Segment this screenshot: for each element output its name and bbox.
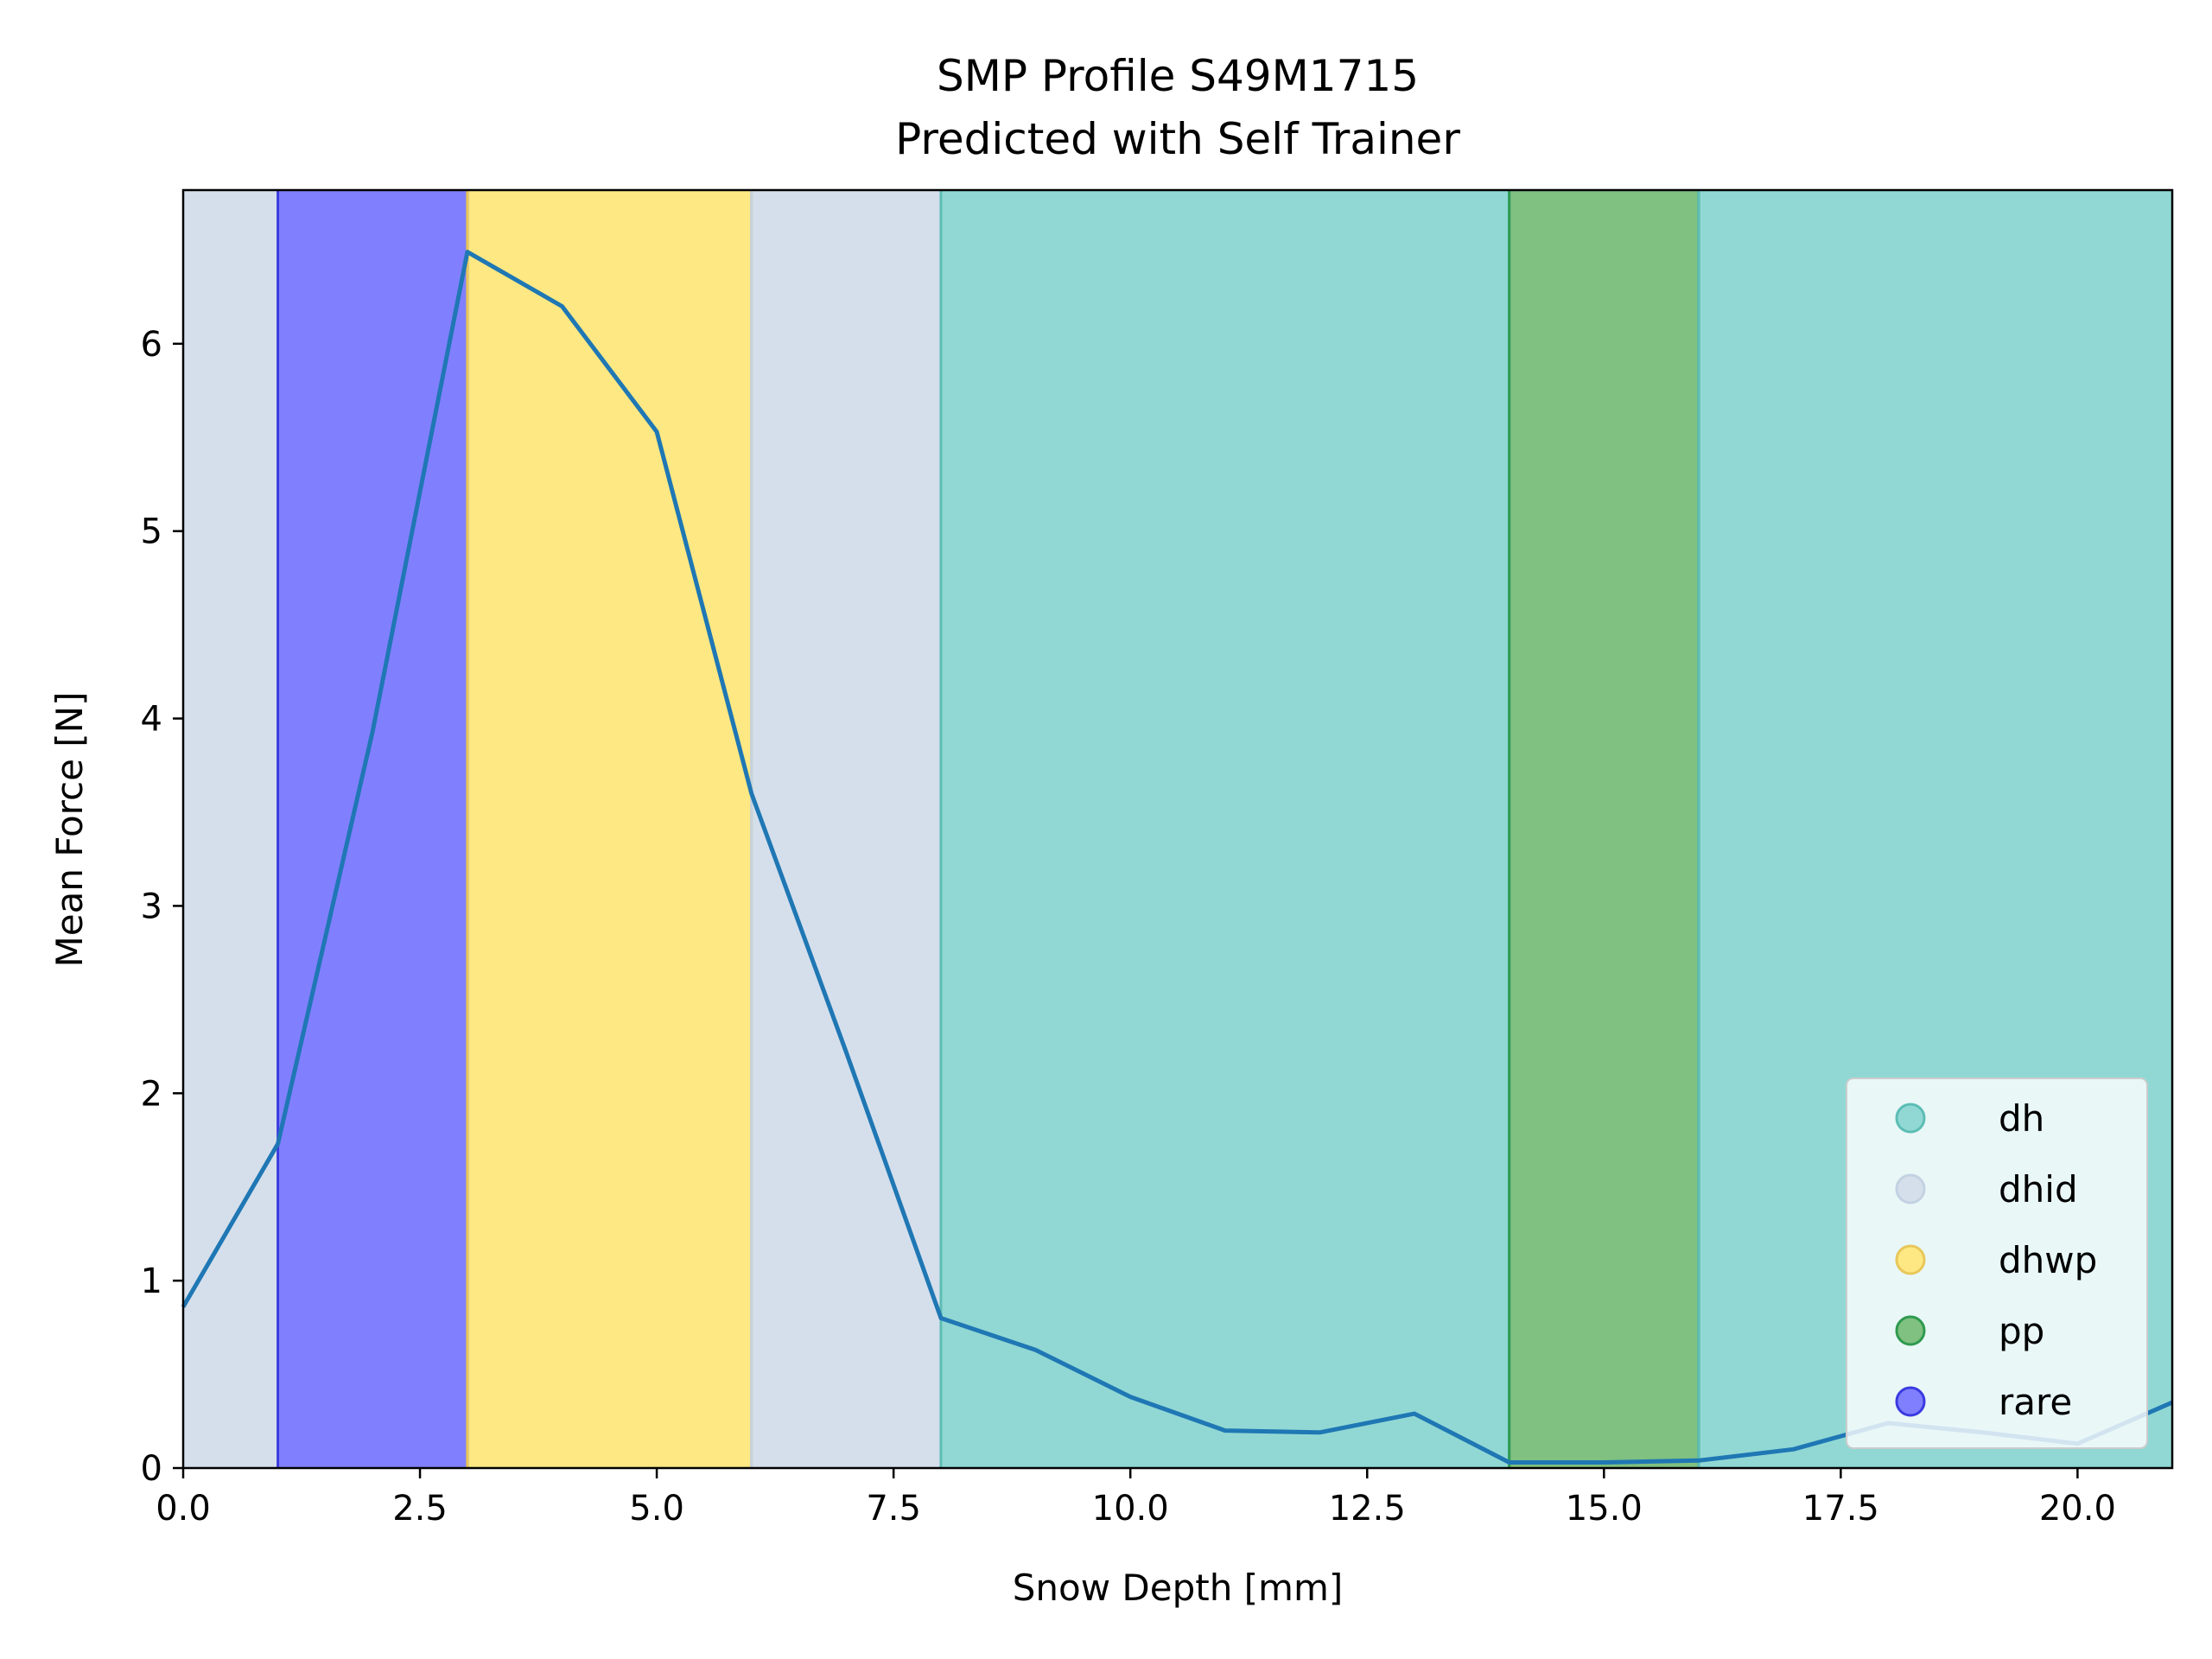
legend-label-pp: pp [1999, 1310, 2044, 1352]
x-tick-label: 15.0 [1566, 1489, 1643, 1529]
x-tick-label: 0.0 [156, 1489, 211, 1529]
chart-subtitle: Predicted with Self Trainer [895, 114, 1460, 164]
y-tick-label: 2 [141, 1074, 162, 1114]
legend-marker-pp [1895, 1315, 1926, 1346]
legend-label-dhwp: dhwp [1999, 1239, 2097, 1281]
y-axis: 0 1 2 3 4 5 6 [141, 325, 183, 1489]
y-tick-label: 3 [141, 887, 162, 926]
x-tick-label: 20.0 [2039, 1489, 2116, 1529]
y-tick-label: 4 [141, 700, 162, 740]
x-tick-label: 17.5 [1802, 1489, 1879, 1529]
legend: dh dhid dhwp pp rare [1846, 1077, 2148, 1449]
legend-label-rare: rare [1999, 1381, 2072, 1423]
band-pp [1509, 190, 1699, 1468]
y-axis-label: Mean Force [N] [48, 692, 91, 968]
x-axis-label: Snow Depth [mm] [1013, 1567, 1344, 1609]
legend-marker-dhid [1895, 1173, 1926, 1205]
y-tick-label: 0 [141, 1449, 162, 1489]
band-dhwp [467, 190, 752, 1468]
x-tick-label: 10.0 [1092, 1489, 1169, 1529]
band-rare [277, 190, 467, 1468]
legend-label-dhid: dhid [1999, 1168, 2078, 1211]
x-tick-label: 12.5 [1329, 1489, 1406, 1529]
legend-frame [1846, 1077, 2148, 1449]
data-series [181, 250, 2173, 1465]
plot-frame [181, 188, 2174, 1470]
band-dhid [183, 190, 278, 1468]
legend-marker-rare [1895, 1386, 1926, 1417]
x-tick-label: 2.5 [392, 1489, 448, 1529]
chart-title: SMP Profile S49M1715 [937, 51, 1419, 101]
band-dh [940, 190, 1510, 1468]
band-dhid [751, 190, 941, 1468]
x-tick-label: 5.0 [629, 1489, 684, 1529]
series-line [181, 250, 2173, 1465]
y-tick-label: 1 [141, 1262, 162, 1301]
x-tick-label: 7.5 [866, 1489, 921, 1529]
legend-marker-dhwp [1895, 1244, 1926, 1275]
legend-label-dh: dh [1999, 1097, 2044, 1140]
x-axis: 0.0 2.5 5.0 7.5 10.0 12.5 15.0 17.5 20.0 [156, 1468, 2116, 1529]
y-tick-label: 5 [141, 512, 162, 552]
y-tick-label: 6 [141, 325, 162, 365]
legend-marker-dh [1895, 1103, 1926, 1134]
